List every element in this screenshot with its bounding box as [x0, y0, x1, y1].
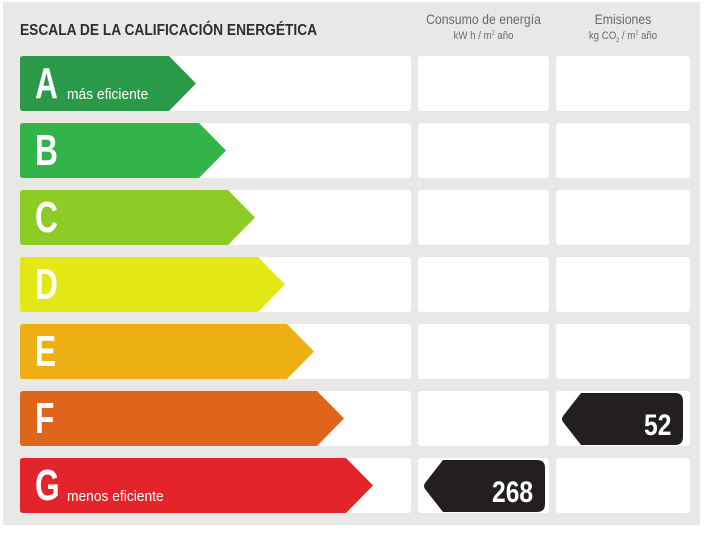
emisiones-cell — [556, 123, 690, 178]
emisiones-cell — [556, 458, 690, 513]
rating-arrow-e: E — [20, 324, 314, 379]
emisiones-label: Emisiones — [594, 11, 652, 27]
rating-row-c: C — [0, 190, 709, 245]
rating-letter: F — [35, 394, 55, 443]
emisiones-cell — [556, 190, 690, 245]
rating-sublabel: menos eficiente — [67, 488, 164, 505]
emisiones-unit: kg CO2 / m2 año — [588, 30, 658, 45]
consumo-label: Consumo de energía — [425, 11, 542, 27]
consumo-cell — [418, 190, 549, 245]
rating-row-b: B — [0, 123, 709, 178]
rating-letter: G — [35, 461, 60, 510]
chart-title: ESCALA DE LA CALIFICACIÓN ENERGÉTICA — [20, 22, 318, 39]
emisiones-cell — [556, 56, 690, 111]
rating-row-d: D — [0, 257, 709, 312]
rating-letter: A — [35, 59, 58, 108]
rating-letter: D — [35, 260, 58, 309]
consumo-cell — [418, 56, 549, 111]
emisiones-result-badge: 52 — [561, 393, 683, 445]
rating-arrow-f: F — [20, 391, 344, 446]
rating-arrow-c: C — [20, 190, 255, 245]
consumo-unit: kW h / m2 año — [453, 30, 514, 42]
rating-arrow-b: B — [20, 123, 226, 178]
consumo-cell — [418, 123, 549, 178]
consumo-result-badge: 268 — [423, 460, 545, 512]
rating-letter: C — [35, 193, 58, 242]
rating-row-e: E — [0, 324, 709, 379]
column-header-emisiones: Emisiones kg CO2 / m2 año — [556, 11, 690, 44]
column-header-consumo: Consumo de energía kW h / m2 año — [418, 11, 549, 42]
consumo-cell — [418, 391, 549, 446]
rating-row-f: F 52 — [0, 391, 709, 446]
emisiones-cell — [556, 257, 690, 312]
consumo-cell — [418, 324, 549, 379]
rating-letter: E — [35, 327, 57, 376]
badge-value: 268 — [491, 476, 533, 509]
consumo-cell — [418, 257, 549, 312]
rating-arrow-d: D — [20, 257, 285, 312]
emisiones-cell — [556, 324, 690, 379]
badge-value: 52 — [643, 409, 671, 442]
rating-sublabel: más eficiente — [67, 86, 149, 103]
rating-letter: B — [35, 126, 58, 175]
